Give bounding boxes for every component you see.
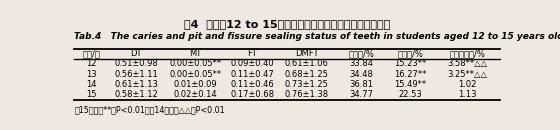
Text: 0.17±0.68: 0.17±0.68 (230, 90, 274, 99)
Text: Tab.4   The caries and pit and fissure sealing status of teeth in students aged : Tab.4 The caries and pit and fissure sea… (74, 32, 560, 41)
Text: 16.27**: 16.27** (394, 70, 427, 79)
Text: 33.84: 33.84 (349, 59, 373, 69)
Text: 0.11±0.47: 0.11±0.47 (231, 70, 274, 79)
Text: 充填率/%: 充填率/% (398, 49, 423, 58)
Text: 22.53: 22.53 (399, 90, 422, 99)
Text: 0.11±0.46: 0.11±0.46 (231, 80, 274, 89)
Text: 患龋率/%: 患龋率/% (348, 49, 374, 58)
Text: 与15岁比较**，P<0.01；与14岁比较△△，P<0.01: 与15岁比较**，P<0.01；与14岁比较△△，P<0.01 (74, 106, 225, 115)
Text: 0.76±1.38: 0.76±1.38 (284, 90, 329, 99)
Text: 1.02: 1.02 (458, 80, 477, 89)
Text: 34.48: 34.48 (349, 70, 373, 79)
Text: 14: 14 (86, 80, 97, 89)
Text: 表4  江苏省12 to 15岁中学生各年龄组患龋及窝沟封闭情况: 表4 江苏省12 to 15岁中学生各年龄组患龋及窝沟封闭情况 (184, 19, 390, 29)
Text: 0.00±0.05**: 0.00±0.05** (170, 70, 222, 79)
Text: 0.68±1.25: 0.68±1.25 (285, 70, 329, 79)
Text: 13: 13 (86, 70, 97, 79)
Text: DT: DT (130, 49, 142, 58)
Text: 12: 12 (86, 59, 97, 69)
Text: 0.58±1.12: 0.58±1.12 (114, 90, 158, 99)
Text: 15.23**: 15.23** (394, 59, 427, 69)
Text: 年龄/岁: 年龄/岁 (83, 49, 101, 58)
Text: 15: 15 (86, 90, 97, 99)
Text: 0.73±1.25: 0.73±1.25 (285, 80, 329, 89)
Text: 0.51±0.98: 0.51±0.98 (114, 59, 158, 69)
Text: 15.49**: 15.49** (395, 80, 427, 89)
Text: 0.01±0.09: 0.01±0.09 (174, 80, 217, 89)
Text: MT: MT (189, 49, 202, 58)
Text: 0.00±0.05**: 0.00±0.05** (170, 59, 222, 69)
Text: 36.81: 36.81 (349, 80, 373, 89)
Text: 0.09±0.40: 0.09±0.40 (231, 59, 274, 69)
Text: 0.61±1.06: 0.61±1.06 (285, 59, 329, 69)
Text: 窝沟封闭率/%: 窝沟封闭率/% (450, 49, 486, 58)
Text: FT: FT (248, 49, 257, 58)
Text: 3.58**△△: 3.58**△△ (447, 59, 488, 69)
Text: 0.61±1.13: 0.61±1.13 (114, 80, 158, 89)
Text: 1.13: 1.13 (458, 90, 477, 99)
Text: 0.56±1.11: 0.56±1.11 (114, 70, 158, 79)
Text: DMFT: DMFT (295, 49, 319, 58)
Text: 34.77: 34.77 (349, 90, 373, 99)
Text: 3.25**△△: 3.25**△△ (447, 70, 488, 79)
Text: 0.02±0.14: 0.02±0.14 (174, 90, 217, 99)
